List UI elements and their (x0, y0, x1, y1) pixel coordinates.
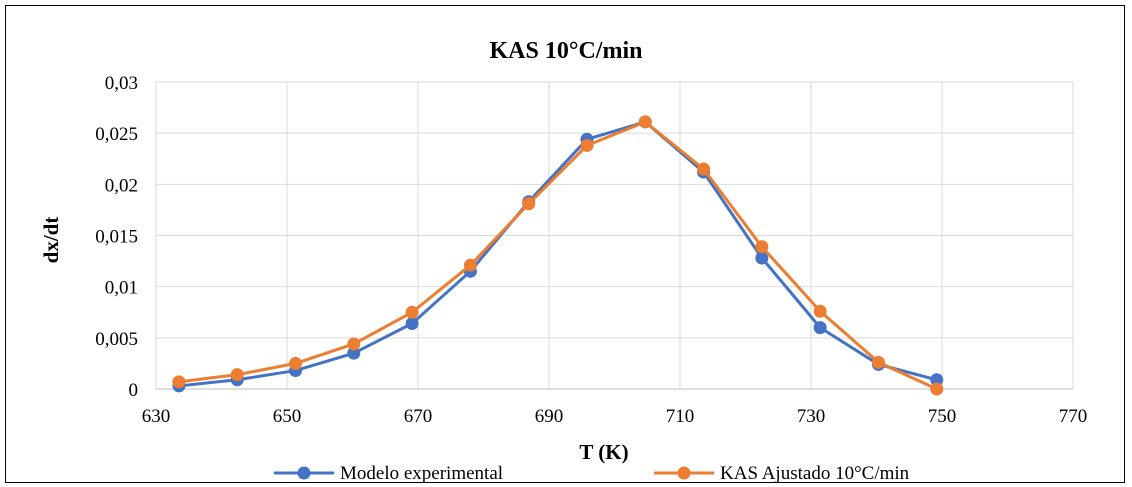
x-tick-label: 750 (928, 406, 957, 427)
x-tick-label: 710 (666, 406, 695, 427)
y-tick-label: 0 (129, 380, 139, 401)
tick-layer: 630 650 670 690 710 730 750 770 0 0,005 0,01 0,015 0… (95, 73, 1087, 427)
data-point (347, 337, 361, 351)
data-point (580, 138, 594, 152)
x-axis-title: T (K) (579, 440, 628, 464)
x-tick-label: 770 (1059, 406, 1088, 427)
series-layer (172, 115, 944, 396)
data-point (172, 375, 186, 389)
series-1 (172, 115, 944, 393)
series-2 (172, 115, 944, 396)
series-line (178, 120, 938, 391)
data-point (930, 382, 944, 396)
y-tick-label: 0,01 (105, 278, 138, 299)
legend-item: Modelo experimental (274, 463, 503, 484)
data-point (871, 355, 885, 369)
chart-title: KAS 10°C/min (490, 38, 643, 64)
y-axis-title: dx/dt (39, 217, 63, 264)
grid-layer (155, 81, 1074, 390)
x-tick-label: 690 (535, 406, 564, 427)
x-tick-label: 730 (797, 406, 826, 427)
y-tick-label: 0,03 (105, 73, 138, 94)
data-point (813, 304, 827, 318)
data-point (930, 373, 944, 387)
legend-item: KAS Ajustado 10°C/min (654, 463, 910, 484)
data-point (405, 317, 419, 331)
legend: Modelo experimental KAS Ajustado 10°C/min (274, 463, 910, 484)
chart-frame: KAS 10°C/min 630 650 670 690 710 730 750 770 0 0,… (5, 5, 1125, 484)
data-point (755, 251, 769, 265)
x-tick-label: 630 (142, 406, 171, 427)
data-point (347, 346, 361, 360)
legend-marker (297, 466, 311, 480)
legend-label: Modelo experimental (340, 463, 503, 484)
legend-marker (677, 466, 691, 480)
series-line (178, 120, 938, 388)
chart-svg: KAS 10°C/min 630 650 670 690 710 730 750 770 0 0,… (39, 38, 1087, 484)
data-point (522, 197, 536, 211)
data-point (638, 115, 652, 129)
y-tick-label: 0,02 (105, 175, 138, 196)
y-tick-label: 0,005 (95, 329, 138, 350)
data-point (697, 162, 711, 176)
y-tick-label: 0,015 (95, 227, 138, 248)
data-point (405, 305, 419, 319)
x-tick-label: 670 (404, 406, 433, 427)
data-point (230, 368, 244, 382)
data-point (289, 356, 303, 370)
data-point (755, 240, 769, 254)
x-tick-label: 650 (273, 406, 302, 427)
y-tick-label: 0,025 (95, 124, 138, 145)
legend-label: KAS Ajustado 10°C/min (720, 463, 910, 484)
data-point (463, 258, 477, 272)
data-point (813, 321, 827, 335)
